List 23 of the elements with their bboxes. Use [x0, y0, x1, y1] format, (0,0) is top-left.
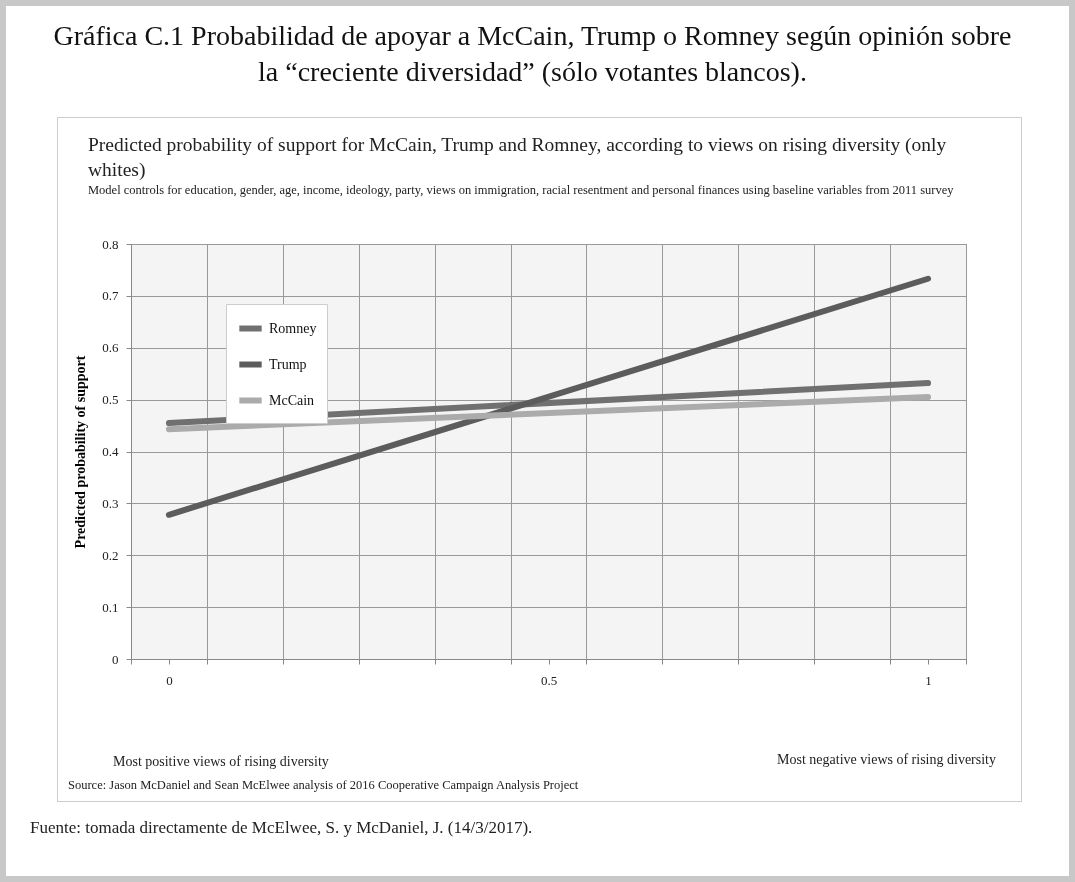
y-tick-label: 0.1: [102, 599, 119, 615]
source-note: Source: Jason McDaniel and Sean McElwee analysis of 2016 Cooperative Campaign Analysis Project: [68, 778, 579, 793]
legend-label: McCain: [269, 392, 315, 408]
legend-label: Trump: [269, 356, 307, 372]
x-tick-label: 0: [166, 672, 173, 688]
chart-subtitle: Predicted probability of support for McCain, Trump and Romney, according to views on rising diversity (only whites): [88, 133, 948, 182]
y-axis-title: Predicted probability of support: [73, 355, 89, 549]
x-tick-label: 0.5: [540, 672, 558, 688]
chart-title: Gráfica C.1 Probabilidad de apoyar a McCain, Trump o Romney según opinión sobre la “creciente diversidad” (sólo votantes blancos).: [52, 19, 1013, 89]
y-tick-label: 0.8: [102, 236, 119, 252]
y-tick-label: 0.7: [102, 288, 119, 304]
text: Model controls for education, gender, age, income, ideology, party, views on immigration, racial resentment and personal finances using baseline variables from 2011 survey: [88, 183, 955, 197]
y-tick-label: 0.2: [102, 547, 119, 563]
y-tick-label: 0.5: [102, 392, 119, 408]
y-tick-label: 0: [112, 651, 119, 667]
source-note: Fuente: tomada directamente de McElwee, S. y McDaniel, J. (14/3/2017).: [30, 818, 533, 838]
text: Most positive views of rising diversity: [113, 754, 329, 770]
legend-label: Romney: [269, 320, 317, 336]
y-tick-label: 0.4: [102, 444, 119, 459]
x-tick-label: 1: [925, 672, 932, 688]
y-tick-label: 0.3: [102, 495, 119, 511]
y-tick-label: 0.6: [102, 340, 119, 356]
text: Most negative views of rising diversity: [777, 752, 996, 768]
